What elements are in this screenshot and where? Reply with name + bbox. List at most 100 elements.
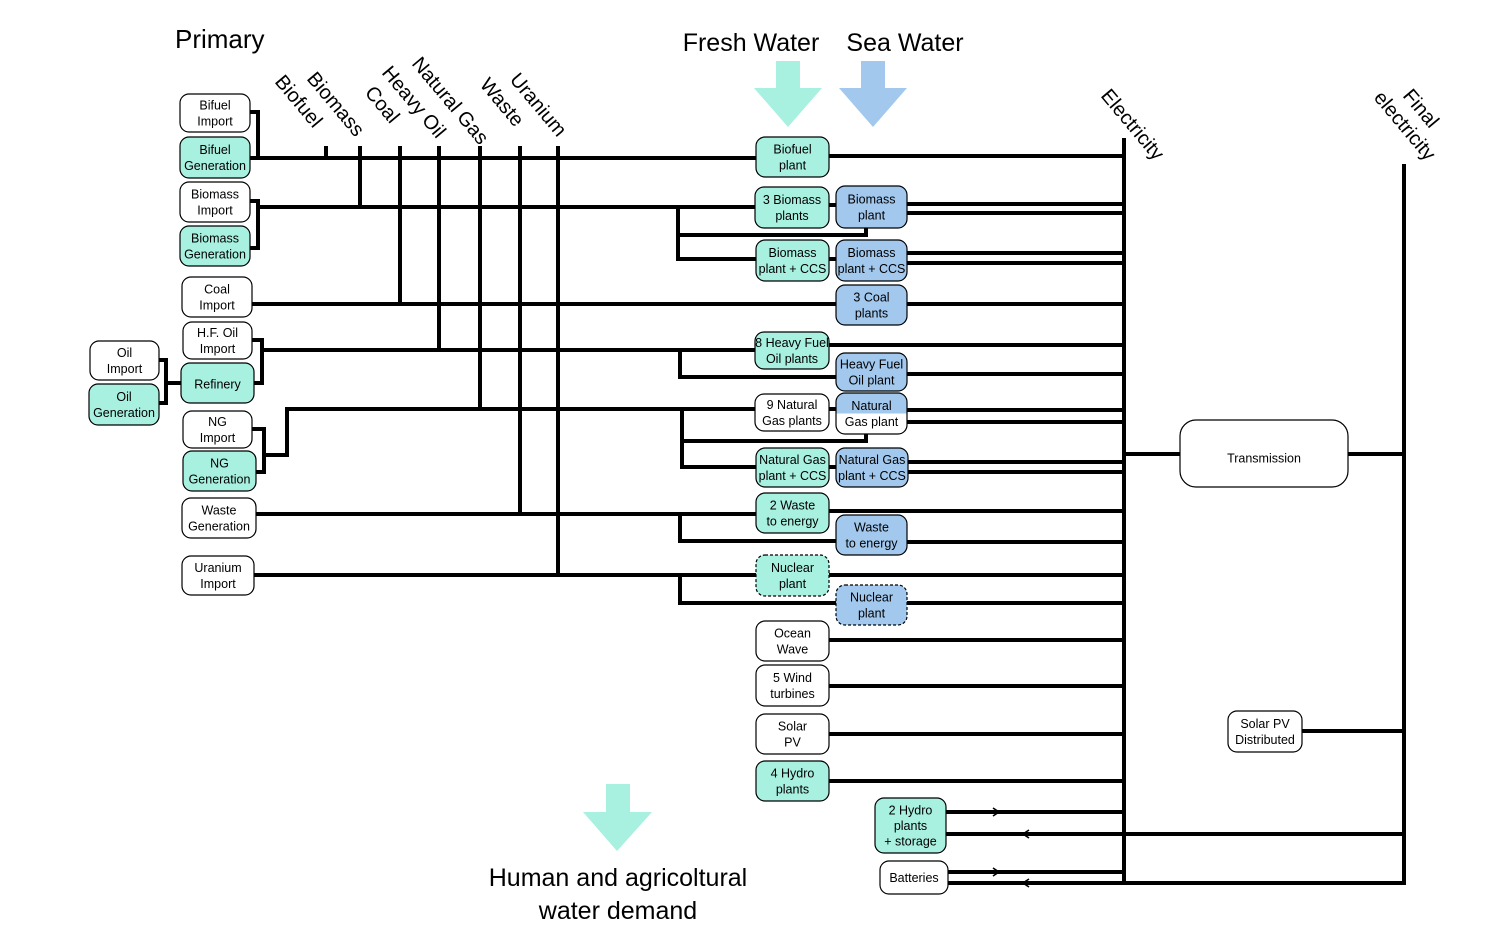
- sea-water-header: Sea Water: [846, 29, 963, 57]
- node-box: [835, 392, 908, 435]
- node-solar-pv-distributed: Solar PV Distributed: [1227, 710, 1303, 753]
- node-label: Batteries: [889, 871, 938, 885]
- node-label: Coal: [204, 283, 230, 297]
- node-box: [755, 620, 830, 662]
- node-box: [754, 393, 830, 432]
- node-label: Biomass: [769, 246, 817, 260]
- node-box: [181, 555, 255, 596]
- node-label: Nuclear: [771, 561, 814, 575]
- node-box: [835, 584, 908, 626]
- node-layer: BifuelImportBifuelGenerationBiomassImpor…: [88, 93, 1349, 895]
- node-box: [755, 136, 830, 178]
- primary-header: Primary: [175, 24, 265, 54]
- sea-water-arrow-icon: [839, 61, 907, 127]
- node-box: [755, 239, 830, 282]
- node-label: Import: [107, 362, 143, 376]
- node-label: Uranium: [194, 561, 241, 575]
- node-label: Import: [200, 577, 236, 591]
- node-hydro-storage: 2 Hydro plants + storage: [874, 797, 947, 854]
- node-label: turbines: [770, 687, 814, 701]
- node-bifuel-generation: Bifuel Generation: [179, 136, 251, 179]
- node-label: Import: [200, 431, 236, 445]
- node-box: [179, 93, 251, 133]
- node-label: Ocean: [774, 627, 811, 641]
- node-label: + storage: [884, 835, 937, 849]
- node-label: Refinery: [194, 377, 241, 391]
- node-box: [1227, 710, 1303, 753]
- node-label: plants: [855, 306, 888, 320]
- node-wind-5: 5 Wind turbines: [755, 664, 830, 707]
- node-label: plant + CCS: [838, 262, 906, 276]
- node-label: Gas plant: [845, 415, 899, 429]
- node-label: Distributed: [1235, 733, 1295, 747]
- node-box: [754, 186, 830, 229]
- node-box: [88, 383, 160, 426]
- node-biomass-plants-3: 3 Biomass plants: [754, 186, 830, 229]
- node-biomass-ccs-fresh: Biomass plant + CCS: [755, 239, 830, 282]
- node-label: plant: [858, 208, 886, 222]
- node-label: 3 Coal: [853, 291, 889, 305]
- node-box: [181, 276, 253, 318]
- node-label: Gas plants: [762, 414, 822, 428]
- node-label: plant + CCS: [838, 469, 906, 483]
- node-label: Waste: [854, 521, 889, 535]
- node-box: [755, 492, 830, 534]
- node-box: [755, 713, 830, 755]
- node-label: Generation: [184, 247, 246, 261]
- node-label: Heavy Fuel: [840, 358, 903, 372]
- node-label: Import: [200, 342, 236, 356]
- node-label: Oil: [116, 390, 131, 404]
- node-box: [755, 554, 830, 597]
- node-ng-ccs-sea: Natural Gas plant + CCS: [835, 447, 909, 488]
- node-box: [1179, 419, 1349, 488]
- node-label: Waste: [202, 504, 237, 518]
- node-box: [879, 860, 949, 895]
- node-label: Natural Gas: [839, 453, 906, 467]
- node-box: [179, 225, 251, 267]
- node-box: [755, 664, 830, 707]
- node-box: [835, 514, 908, 556]
- node-label: Oil: [117, 346, 132, 360]
- node-refinery: Refinery: [180, 362, 255, 404]
- node-box: [755, 447, 830, 488]
- node-ng-import: NG Import: [182, 410, 253, 449]
- connector-lines: [157, 110, 1406, 888]
- node-box: [755, 760, 830, 802]
- node-oil-import: Oil Import: [89, 340, 160, 381]
- node-label: Generation: [189, 472, 251, 486]
- electricity-label: Electricity: [1096, 85, 1168, 165]
- node-label: 2 Waste: [770, 499, 815, 513]
- node-box: [182, 410, 253, 449]
- node-label: Biofuel: [773, 143, 811, 157]
- node-label: to energy: [845, 536, 898, 550]
- node-box: [835, 284, 908, 326]
- node-label: Bifuel: [199, 99, 230, 113]
- node-box: [179, 136, 251, 179]
- node-label: Bifuel: [199, 143, 230, 157]
- node-oil-generation: Oil Generation: [88, 383, 160, 426]
- node-label: Biomass: [848, 246, 896, 260]
- node-label: Generation: [93, 406, 155, 420]
- node-label: Solar: [778, 720, 807, 734]
- node-box: [182, 321, 253, 360]
- node-label: plants: [775, 209, 808, 223]
- node-label: Oil plant: [849, 373, 895, 387]
- node-box: [181, 497, 257, 539]
- node-label: Import: [197, 203, 233, 217]
- node-label: Generation: [188, 519, 250, 533]
- node-label: 2 Hydro: [889, 803, 933, 817]
- node-box: [835, 447, 909, 488]
- node-ng-plant-sea: Natural Gas plant: [835, 392, 908, 435]
- fresh-water-arrow-icon: [754, 61, 822, 127]
